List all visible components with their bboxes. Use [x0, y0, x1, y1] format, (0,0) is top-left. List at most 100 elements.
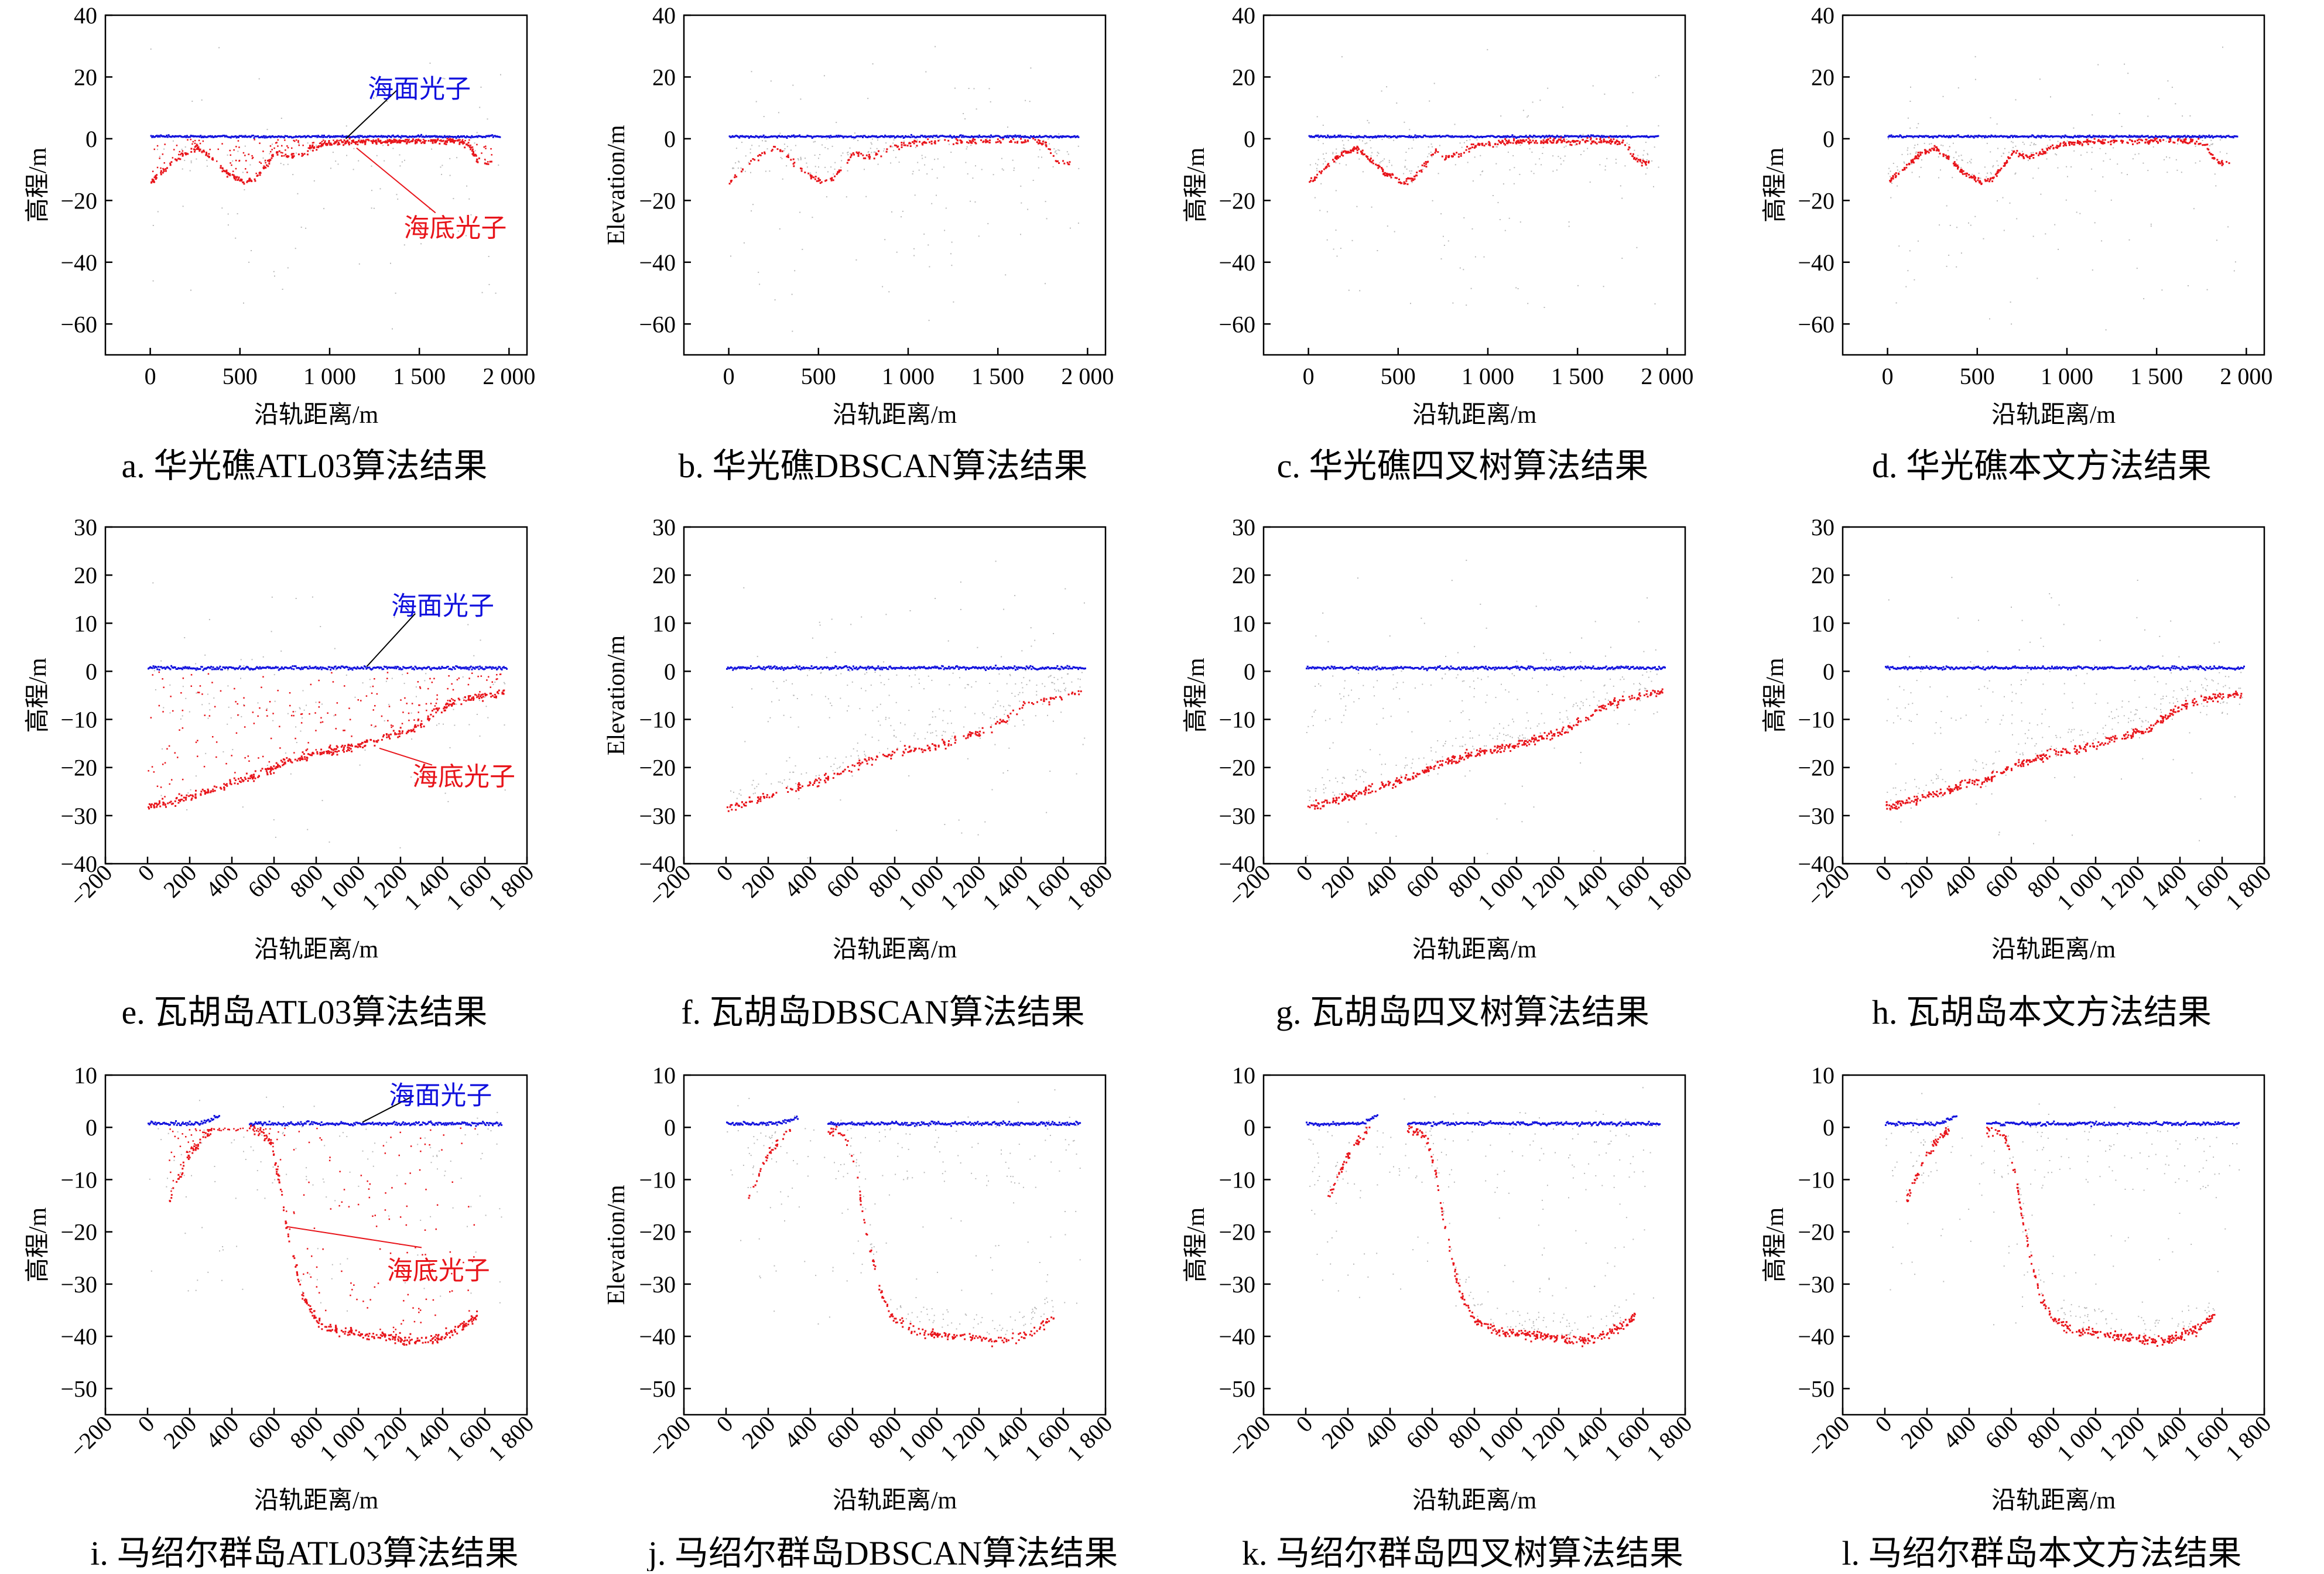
bottom-photon	[2120, 140, 2122, 142]
bottom-photon	[163, 170, 165, 172]
bottom-photon	[357, 744, 359, 745]
bottom-photon	[220, 165, 222, 167]
noise-point	[1636, 247, 1637, 248]
bottom-photon	[2137, 139, 2138, 141]
surface-photon	[977, 136, 979, 138]
noise-point	[1637, 155, 1638, 156]
bottom-photon	[266, 772, 268, 774]
noise-point	[935, 138, 936, 139]
surface-photon	[259, 666, 261, 668]
bottom-photon	[1463, 152, 1465, 153]
bottom-photon	[1045, 144, 1047, 146]
noise-point	[1992, 166, 1993, 167]
noise-point	[2031, 142, 2032, 143]
noise-point	[1315, 163, 1316, 164]
bottom-photon	[983, 141, 985, 142]
surface-photon	[1973, 137, 1975, 139]
noise-point	[1327, 211, 1328, 213]
bottom-photon	[956, 142, 957, 144]
bottom-photon	[428, 140, 430, 142]
bottom-photon	[1926, 150, 1928, 152]
bottom-photon	[233, 149, 235, 151]
bottom-photon	[2068, 141, 2070, 143]
bottom-photon	[178, 799, 180, 801]
bottom-photon	[754, 159, 755, 160]
noise-point	[733, 167, 734, 169]
noise-point	[1921, 167, 1922, 168]
noise-point	[976, 108, 977, 110]
bottom-photon	[874, 158, 875, 159]
noise-point	[1938, 177, 1939, 179]
bottom-photon	[268, 163, 270, 165]
plot-frame	[1843, 15, 2264, 355]
noise-point	[1544, 307, 1545, 308]
y-tick-label: 40	[74, 2, 97, 29]
surface-photon	[2128, 136, 2130, 138]
noise-point	[196, 159, 197, 160]
noise-point	[2151, 224, 2152, 225]
noise-point	[738, 161, 739, 162]
bottom-photon	[164, 162, 166, 164]
bottom-photon	[919, 141, 920, 143]
noise-point	[989, 88, 990, 89]
bottom-photon	[1425, 163, 1427, 165]
bottom-photon	[2150, 140, 2151, 142]
bottom-photon	[2229, 162, 2230, 164]
bottom-photon	[1631, 155, 1633, 157]
noise-point	[890, 162, 891, 163]
bottom-photon	[2071, 142, 2073, 143]
noise-point	[2011, 150, 2012, 151]
bottom-photon	[229, 779, 231, 781]
noise-point	[885, 142, 887, 143]
bottom-photon	[1992, 177, 1994, 179]
bottom-photon	[1435, 150, 1437, 152]
noise-point	[2046, 159, 2048, 160]
noise-point	[2010, 302, 2011, 303]
surface-photon	[484, 668, 486, 670]
noise-point	[196, 693, 197, 694]
noise-point	[290, 774, 292, 775]
bottom-photon	[2050, 146, 2052, 148]
bottom-photon	[1039, 142, 1041, 144]
bottom-photon	[221, 143, 223, 145]
bottom-photon	[206, 153, 207, 155]
sea-floor-annotation: 海底光子	[403, 214, 506, 242]
bottom-photon	[396, 733, 398, 735]
bottom-photon	[329, 144, 331, 146]
bottom-photon	[1398, 179, 1400, 180]
bottom-photon	[365, 139, 367, 141]
noise-point	[450, 175, 451, 176]
noise-point	[274, 276, 275, 277]
bottom-photon	[1367, 158, 1369, 160]
noise-point	[2127, 73, 2128, 74]
bottom-photon	[458, 143, 460, 145]
noise-point	[975, 201, 976, 203]
bottom-photon	[1327, 163, 1329, 165]
noise-point	[1914, 145, 1915, 146]
noise-point	[209, 619, 210, 620]
bottom-photon	[837, 172, 838, 174]
bottom-photon	[405, 139, 407, 141]
noise-point	[871, 143, 872, 145]
bottom-photon	[1499, 141, 1501, 143]
bottom-photon	[238, 146, 240, 148]
noise-point	[329, 841, 330, 843]
bottom-photon	[347, 747, 348, 748]
noise-point	[489, 284, 490, 285]
bottom-photon	[328, 752, 330, 754]
bottom-photon	[375, 142, 377, 143]
noise-point	[1014, 167, 1015, 169]
bottom-photon	[1532, 140, 1534, 142]
bottom-photon	[1925, 149, 1926, 151]
bottom-photon	[306, 757, 308, 759]
noise-point	[2117, 163, 2118, 165]
bottom-photon	[461, 141, 463, 142]
noise-point	[395, 293, 396, 294]
surface-photon	[254, 137, 255, 139]
noise-point	[1972, 174, 1973, 175]
bottom-photon	[195, 790, 197, 792]
surface-photon	[1077, 136, 1079, 138]
surface-photon	[293, 668, 295, 670]
bottom-photon	[284, 139, 286, 141]
